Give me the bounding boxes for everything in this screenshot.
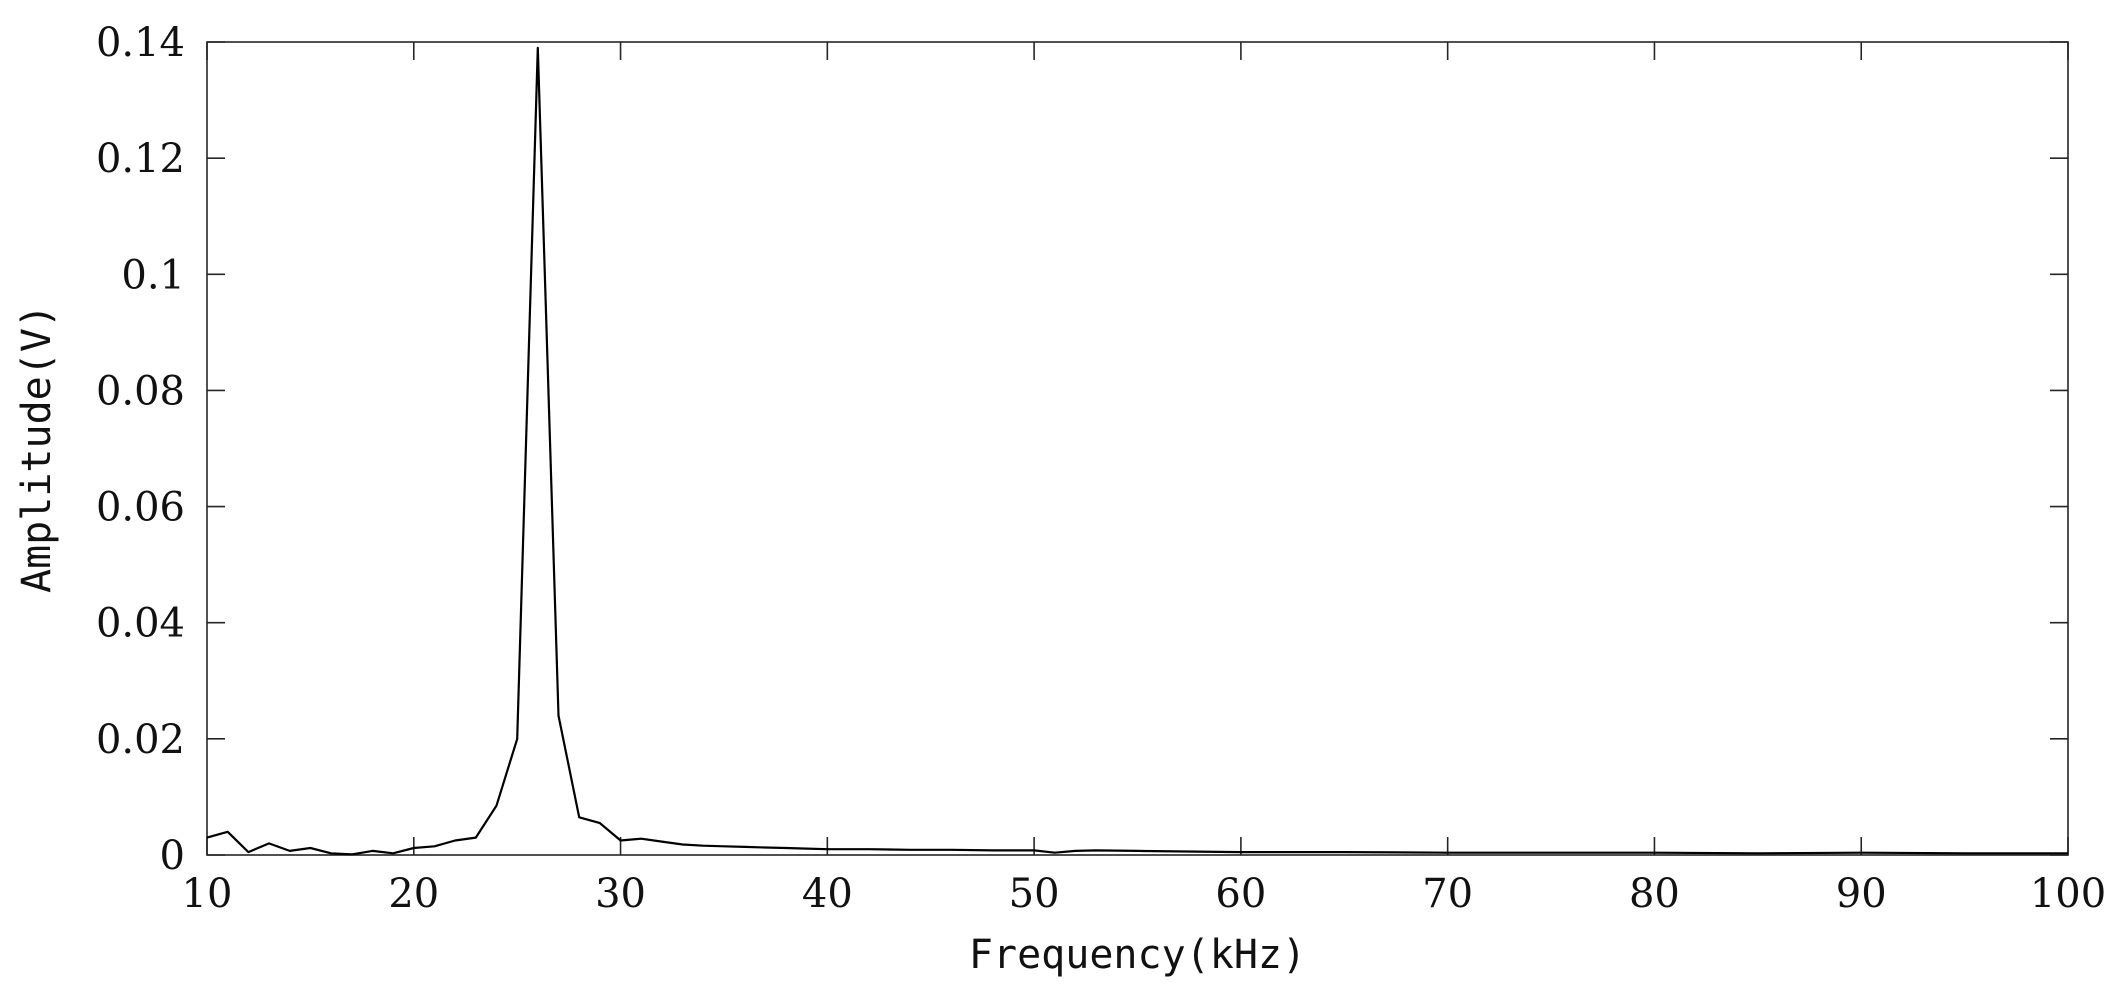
y-tick-label: 0 — [160, 833, 185, 879]
x-tick-label: 90 — [1836, 871, 1887, 917]
x-tick-label: 10 — [182, 871, 233, 917]
axis-ticks — [206, 41, 2069, 856]
series-group — [206, 46, 2068, 856]
y-tick-label: 0.04 — [96, 601, 185, 647]
y-tick-label: 0.14 — [96, 20, 185, 66]
y-tick-label: 0.12 — [96, 136, 185, 182]
x-tick-label: 100 — [2030, 871, 2106, 917]
x-tick-label: 70 — [1422, 871, 1473, 917]
y-tick-label: 0.08 — [96, 368, 185, 414]
x-axis-label: Frequency(kHz) — [969, 932, 1306, 978]
x-tick-label: 50 — [1009, 871, 1060, 917]
y-tick-label: 0.02 — [96, 717, 185, 763]
y-axis-label: Amplitude(V) — [14, 304, 60, 593]
x-tick-label: 20 — [388, 871, 439, 917]
x-tick-label: 30 — [595, 871, 646, 917]
y-tick-label: 0.06 — [96, 485, 185, 531]
x-tick-label: 80 — [1629, 871, 1680, 917]
tick-labels: 10 20 30 40 50 60 70 80 90 100 0 0.02 0.04 0.06 0.08 0.… — [96, 20, 2106, 917]
x-tick-label: 60 — [1215, 871, 1266, 917]
x-tick-label: 40 — [802, 871, 853, 917]
plot-frame — [206, 41, 2069, 856]
y-tick-label: 0.1 — [121, 252, 185, 298]
series-line — [206, 46, 2068, 856]
